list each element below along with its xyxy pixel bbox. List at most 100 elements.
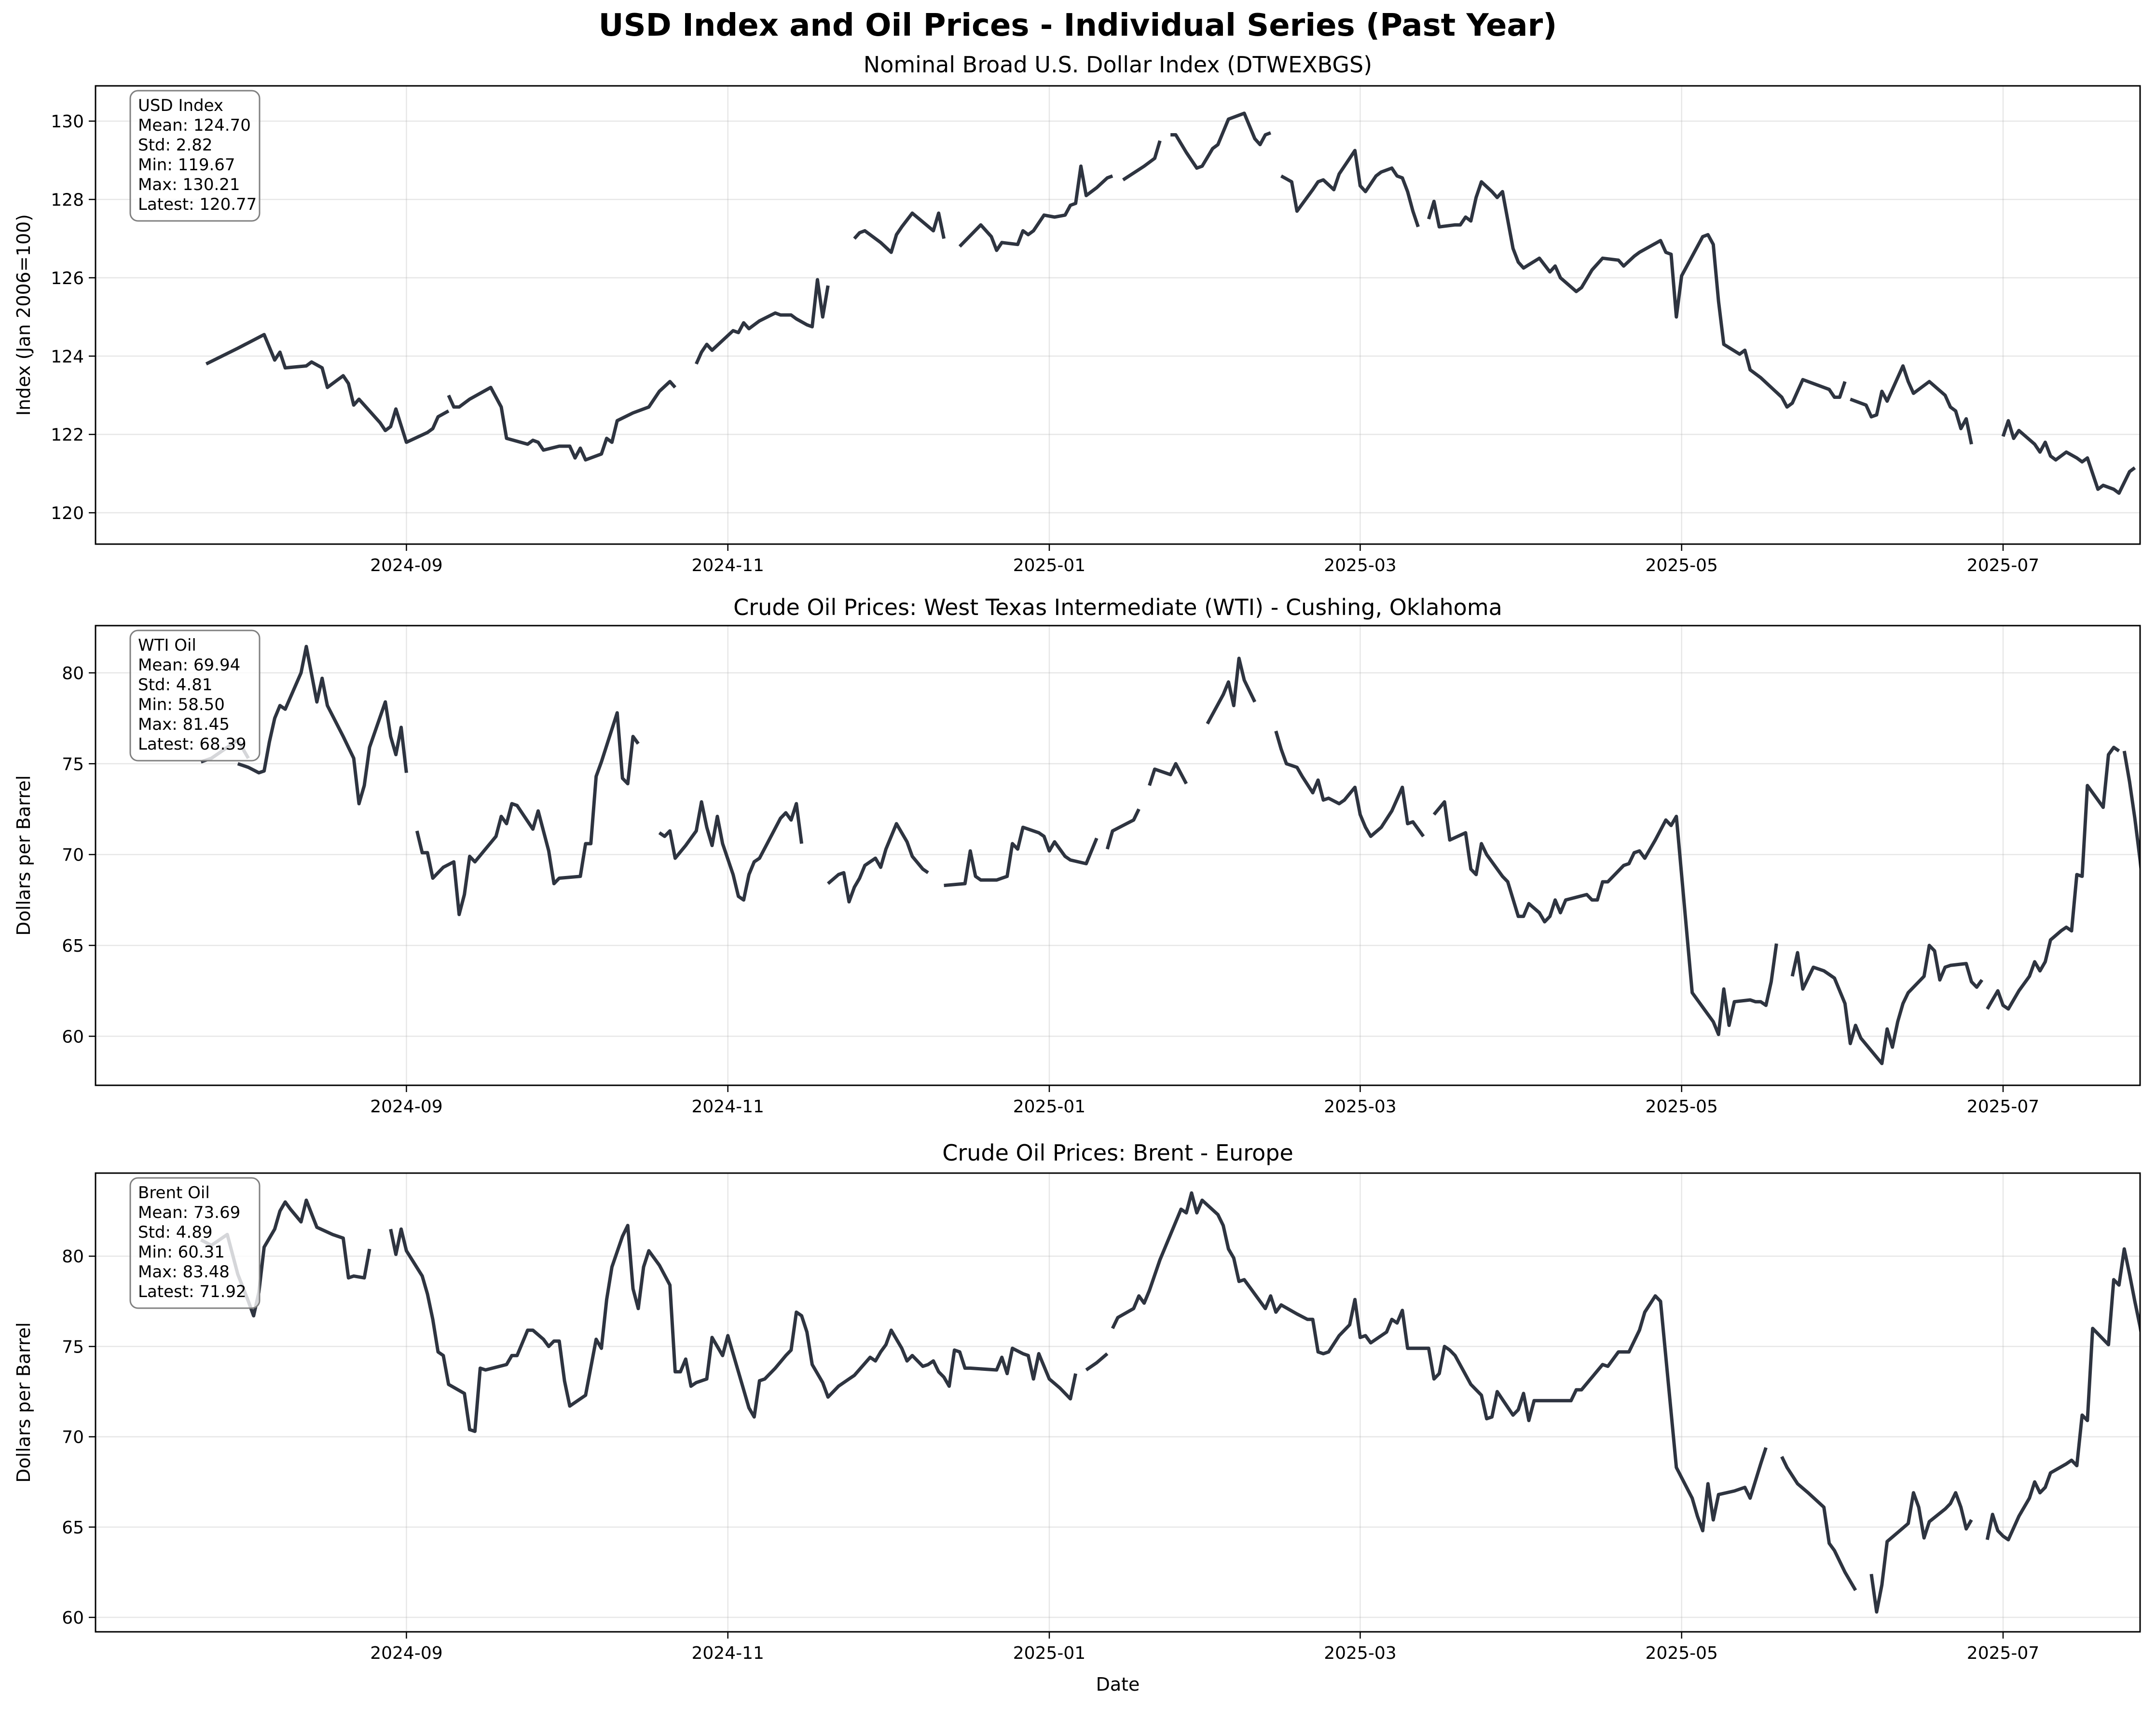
axes-frame (95, 85, 2141, 545)
x-tick-label: 2024-09 (370, 556, 442, 575)
y-tick-label: 130 (51, 112, 84, 132)
stats-box-line: Max: 130.21 (138, 175, 240, 194)
x-tick-label: 2024-11 (692, 556, 764, 575)
series-line-segment (1427, 180, 1847, 409)
x-tick-label: 2025-05 (1646, 1643, 1718, 1663)
stats-box (129, 629, 261, 762)
x-tick-label: 2025-01 (1013, 556, 1085, 575)
series-line-segment (1206, 656, 1257, 725)
x-tick-label: 2025-03 (1324, 1643, 1396, 1663)
series-line-segment (944, 825, 1099, 888)
usd-index-panel: 2024-09 2024-11 2025-01 2025-03 2025-05 2025-… (13, 52, 2141, 575)
x-tick-label: 2025-07 (1967, 556, 2039, 575)
series-line-segment (1111, 1191, 1768, 1532)
series-line-segment (1122, 140, 1162, 181)
stats-box-line: Mean: 124.70 (138, 116, 251, 135)
y-tick-label: 75 (62, 1337, 84, 1357)
series-line-segment (1148, 762, 1188, 786)
y-axis-label: Dollars per Barrel (13, 1322, 34, 1483)
series-line-segment (658, 800, 804, 902)
series-line-segment (1105, 808, 1140, 850)
series-line-segment (1985, 1247, 2140, 1542)
panel-title: Nominal Broad U.S. Dollar Index (DTWEXBG… (864, 52, 1372, 78)
x-tick-label: 2025-07 (1967, 1643, 2039, 1663)
y-tick-label: 65 (62, 936, 84, 956)
x-tick-label: 2025-01 (1013, 1643, 1085, 1663)
series-line-segment (415, 711, 640, 916)
series-line-segment (2122, 751, 2140, 876)
x-tick-label: 2025-03 (1324, 1097, 1396, 1117)
x-tick-label: 2025-07 (1967, 1097, 2039, 1117)
stats-box-line: Max: 81.45 (138, 715, 230, 734)
x-tick-label: 2025-05 (1646, 1097, 1718, 1117)
y-tick-label: 70 (62, 846, 84, 865)
y-axis-label: Dollars per Barrel (13, 775, 34, 936)
y-tick-label: 60 (62, 1608, 84, 1628)
series-line-segment (205, 333, 450, 444)
x-tick-label: 2024-09 (370, 1097, 442, 1117)
series-line-segment (1085, 1352, 1109, 1371)
stats-box-label: USD Index (138, 96, 223, 115)
series-line-segment (1170, 111, 1272, 170)
series-line-segment (1780, 1456, 1857, 1591)
stats-box-line: Latest: 120.77 (138, 195, 257, 214)
series-line-segment (1869, 1491, 1973, 1614)
panel-title: Crude Oil Prices: Brent - Europe (942, 1140, 1293, 1166)
series-line-segment (1432, 800, 1778, 1036)
series-line-segment (2001, 419, 2136, 495)
series-line-segment (1850, 364, 1973, 445)
x-tick-label: 2025-05 (1646, 556, 1718, 575)
y-tick-label: 70 (62, 1428, 84, 1448)
stats-box-line: Std: 4.81 (138, 675, 212, 695)
axes-frame (95, 625, 2141, 1086)
y-tick-label: 65 (62, 1518, 84, 1538)
series-line-segment (447, 380, 677, 462)
y-axis-label: Index (Jan 2006=100) (13, 214, 34, 416)
stats-box (129, 1177, 261, 1309)
x-tick-label: 2024-11 (692, 1097, 764, 1117)
series-line-segment (1280, 149, 1420, 228)
series-line-segment (958, 164, 1113, 252)
brent-oil-panel: 2024-09 2024-11 2025-01 2025-03 2025-05 2025-… (13, 1140, 2141, 1695)
y-tick-label: 120 (51, 504, 84, 523)
y-tick-label: 126 (51, 269, 84, 288)
axes-frame (95, 1172, 2141, 1633)
y-tick-label: 128 (51, 190, 84, 210)
y-tick-label: 75 (62, 754, 84, 774)
y-tick-label: 80 (62, 664, 84, 684)
stats-box (129, 90, 261, 222)
series-line-segment (237, 644, 408, 806)
stats-box-line: Min: 58.50 (138, 695, 225, 714)
stats-box-line: Min: 119.67 (138, 155, 235, 175)
stats-box-line: Max: 83.48 (138, 1262, 230, 1282)
series-line-segment (827, 822, 929, 904)
stats-box-line: Mean: 73.69 (138, 1203, 240, 1222)
y-tick-label: 80 (62, 1247, 84, 1267)
stats-box-line: Mean: 69.94 (138, 656, 240, 675)
x-axis-label: Date (1096, 1674, 1140, 1695)
series-line-segment (389, 1224, 1078, 1433)
y-tick-label: 122 (51, 425, 84, 445)
y-tick-label: 60 (62, 1027, 84, 1047)
x-tick-label: 2024-11 (692, 1643, 764, 1663)
panel-title: Crude Oil Prices: West Texas Intermediat… (733, 594, 1502, 620)
x-tick-label: 2024-09 (370, 1643, 442, 1663)
figure-title: USD Index and Oil Prices - Individual Se… (599, 8, 1557, 43)
x-tick-label: 2025-01 (1013, 1097, 1085, 1117)
stats-box-label: WTI Oil (138, 636, 196, 655)
stats-box-line: Latest: 71.92 (138, 1282, 247, 1301)
stats-box-line: Std: 4.89 (138, 1223, 212, 1242)
series-line-segment (853, 211, 946, 254)
series-line-segment (1274, 730, 1425, 838)
y-tick-label: 124 (51, 347, 84, 367)
wti-oil-panel: 2024-09 2024-11 2025-01 2025-03 2025-05 2025-… (13, 594, 2141, 1117)
series-line-segment (1790, 943, 1984, 1066)
series-line-segment (1986, 745, 2120, 1011)
series-line-segment (695, 278, 830, 365)
x-tick-label: 2025-03 (1324, 556, 1396, 575)
stats-box-line: Std: 2.82 (138, 136, 212, 155)
stats-box-label: Brent Oil (138, 1183, 210, 1203)
stats-box-line: Latest: 68.39 (138, 735, 247, 754)
